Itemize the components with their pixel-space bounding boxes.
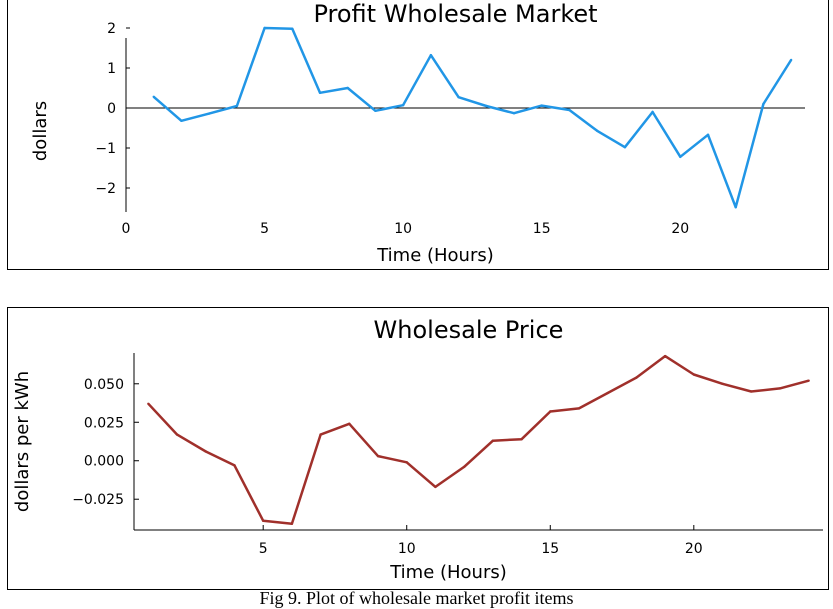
profit-data-point: [152, 95, 155, 99]
profit-x-tick-label: 5: [260, 221, 269, 237]
profit-x-tick-label: 20: [671, 221, 689, 237]
price-x-axis-label: Time (Hours): [389, 562, 507, 583]
chart-panel-profit: Profit Wholesale Market 2 1 0 −1 −2 0 5 10 15 20 Ti…: [7, 0, 829, 270]
price-data-point: [434, 485, 437, 489]
price-data-point: [606, 391, 609, 395]
price-y-tick-label: −0.025: [72, 492, 124, 508]
profit-data-point: [207, 112, 211, 115]
profit-data-point: [762, 102, 765, 106]
profit-data-point: [734, 206, 737, 209]
price-chart-title: Wholesale Price: [374, 316, 564, 344]
price-y-tick-label: 0.025: [84, 415, 124, 431]
figure-caption: Fig 9. Plot of wholesale market profit i…: [259, 588, 574, 608]
price-data-point: [778, 387, 782, 390]
profit-data-point: [318, 91, 322, 95]
price-data-point: [405, 461, 408, 464]
price-data-point: [348, 422, 351, 425]
profit-data-point: [291, 27, 294, 30]
profit-data-point: [180, 119, 183, 123]
price-data-point: [750, 390, 753, 393]
price-data-point: [692, 373, 696, 376]
price-series-line: [147, 354, 809, 526]
price-data-point: [491, 439, 495, 442]
profit-data-point: [568, 108, 571, 112]
price-data-point: [520, 437, 523, 441]
price-x-tick-label: 20: [685, 541, 703, 557]
profit-y-tick-label: 0: [107, 101, 116, 117]
profit-y-axis-label: dollars: [30, 101, 51, 161]
profit-data-point: [540, 104, 543, 107]
profit-data-point: [623, 146, 627, 149]
price-y-axis-label: dollars per kWh: [12, 371, 33, 512]
profit-y-tick-label: 1: [107, 61, 116, 77]
chart-panel-price: Wholesale Price 0.050 0.025 0.000 −0.025 5 10 1…: [7, 307, 829, 590]
profit-data-point: [706, 133, 710, 136]
profit-y-tick-label: −2: [95, 181, 116, 197]
price-data-point: [261, 519, 265, 522]
price-y-tick-label: 0.050: [84, 377, 124, 393]
price-chart-svg: Wholesale Price 0.050 0.025 0.000 −0.025 5 10 1…: [12, 316, 823, 583]
profit-y-tick-label: −1: [95, 141, 116, 157]
price-data-point: [204, 450, 207, 453]
profit-x-tick-label: 15: [533, 221, 551, 237]
price-y-tick-label: 0.000: [84, 454, 124, 470]
profit-y-tick-label: 2: [107, 21, 116, 37]
profit-data-point: [789, 58, 793, 62]
profit-data-point: [512, 112, 516, 115]
price-data-point: [319, 433, 322, 436]
price-data-point: [549, 410, 552, 413]
profit-x-tick-label: 0: [122, 221, 131, 237]
profit-data-point: [485, 104, 488, 108]
profit-data-point: [235, 104, 239, 108]
price-data-point: [462, 465, 466, 469]
price-data-point: [721, 382, 724, 385]
price-data-point: [807, 379, 810, 382]
profit-data-point: [374, 109, 377, 113]
profit-data-point: [401, 104, 405, 107]
profit-data-point: [429, 54, 433, 57]
price-data-point: [577, 407, 581, 410]
price-data-point: [233, 464, 236, 467]
price-data-point: [290, 522, 294, 526]
profit-x-tick-label: 10: [394, 221, 412, 237]
price-x-tick-label: 15: [541, 541, 559, 557]
price-data-point: [635, 376, 638, 379]
profit-data-point: [457, 96, 460, 99]
profit-data-point: [595, 129, 599, 132]
profit-data-point: [651, 110, 654, 114]
price-data-point: [376, 454, 380, 458]
profit-data-point: [346, 86, 349, 90]
price-data-point: [175, 433, 179, 436]
profit-series-line: [152, 26, 793, 209]
price-x-tick-label: 5: [259, 541, 268, 557]
profit-data-point: [263, 26, 266, 30]
price-x-tick-label: 10: [398, 541, 416, 557]
profit-chart-title: Profit Wholesale Market: [313, 0, 597, 28]
price-data-point: [147, 402, 150, 405]
price-data-point: [663, 354, 667, 358]
profit-data-point: [679, 155, 682, 158]
profit-x-axis-label: Time (Hours): [376, 245, 494, 266]
